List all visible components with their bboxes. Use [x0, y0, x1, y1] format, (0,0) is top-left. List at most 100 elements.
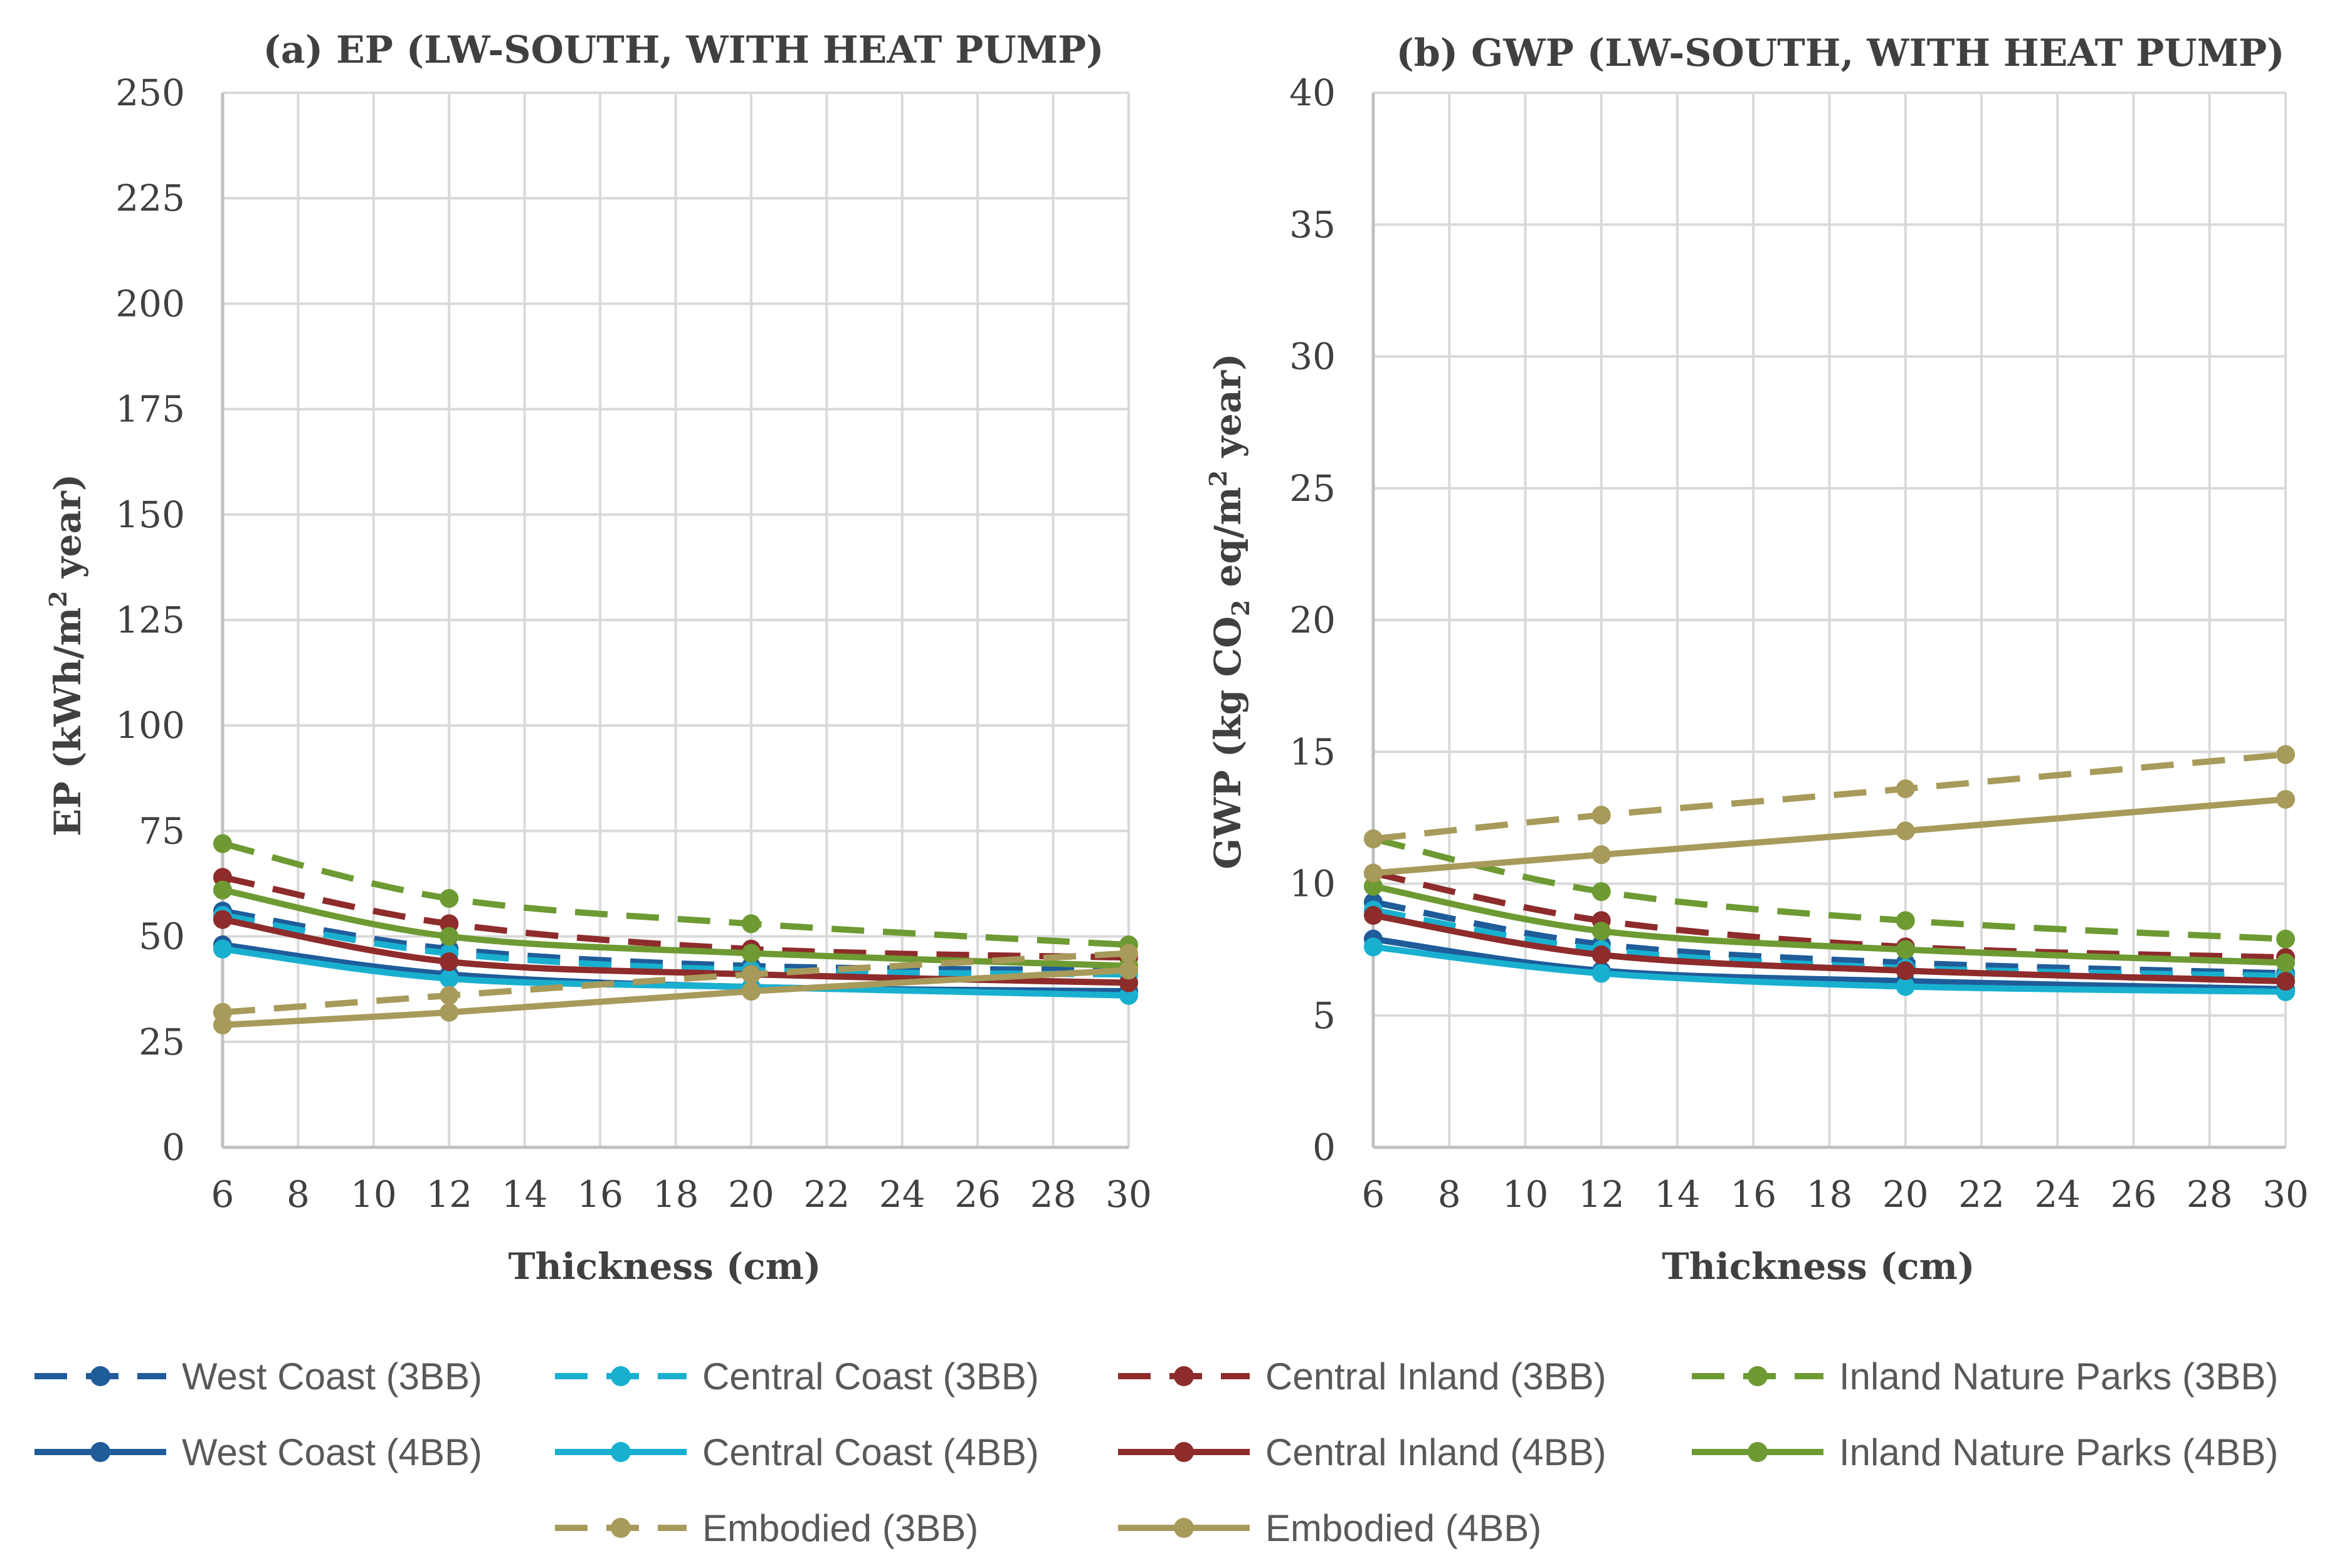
data-point — [213, 834, 232, 853]
data-point — [2276, 929, 2295, 949]
chart-gwp-grid — [1373, 92, 2287, 1147]
legend-label: Inland Nature Parks (3BB) — [1839, 1355, 2278, 1397]
x-tick-label: 30 — [2262, 1173, 2309, 1216]
chart-gwp-ylabel: GWP (kg CO2 eq/m2 year) — [1204, 353, 1255, 869]
legend-item: Embodied (3BB) — [555, 1507, 978, 1549]
legend-item: Central Inland (4BB) — [1118, 1431, 1607, 1473]
y-tick-label: 75 — [139, 809, 185, 852]
x-tick-label: 14 — [1654, 1173, 1701, 1216]
chart-gwp-ylabel-sub: 2 — [1227, 600, 1255, 616]
legend-item: Central Inland (3BB) — [1118, 1355, 1607, 1397]
data-point — [440, 927, 459, 946]
series-line — [1372, 836, 2286, 942]
series-embodied-4bb — [213, 960, 1138, 1034]
y-tick-label: 35 — [1289, 203, 1336, 246]
x-tick-label: 26 — [2111, 1173, 2157, 1216]
legend-label: Inland Nature Parks (4BB) — [1839, 1431, 2278, 1473]
legend-marker — [611, 1518, 631, 1538]
y-tick-label: 50 — [139, 915, 185, 958]
chart-ep-title: (a) EP (LW-SOUTH, WITH HEAT PUMP) — [263, 28, 1104, 72]
chart-ep-ylabel-sup: 2 — [44, 591, 72, 607]
legend-marker — [1748, 1366, 1768, 1386]
data-point — [1896, 977, 1915, 996]
data-point — [1591, 922, 1611, 941]
chart-ep-xlabel: Thickness (cm) — [508, 1245, 821, 1288]
series-line — [1373, 912, 2286, 985]
series-line — [1373, 944, 2286, 995]
x-tick-label: 8 — [1438, 1173, 1461, 1216]
y-tick-label: 5 — [1312, 994, 1336, 1037]
x-tick-label: 20 — [728, 1173, 774, 1216]
series-central-inland-4bb — [1364, 905, 2295, 991]
data-point — [213, 910, 232, 929]
legend-item: Embodied (4BB) — [1118, 1507, 1541, 1549]
x-tick-label: 12 — [426, 1173, 472, 1216]
x-tick-label: 30 — [1105, 1173, 1152, 1216]
data-point — [1364, 937, 1383, 957]
data-point — [1896, 821, 1915, 841]
series-line — [221, 887, 1129, 969]
series-line — [221, 874, 1129, 961]
chart-gwp-ylabel-sup: 2 — [1204, 470, 1232, 487]
series-line — [1373, 883, 2286, 966]
x-tick-label: 18 — [1807, 1173, 1853, 1216]
data-point — [440, 1002, 459, 1022]
legend-marker — [1174, 1518, 1194, 1538]
x-tick-label: 10 — [1502, 1173, 1549, 1216]
data-point — [1364, 829, 1383, 849]
data-point — [440, 986, 459, 1005]
x-tick-label: 12 — [1578, 1173, 1625, 1216]
x-tick-label: 22 — [803, 1173, 850, 1216]
data-point — [1896, 961, 1915, 981]
chart-gwp-axes — [1371, 93, 2286, 1149]
chart-gwp-ticks: 6 8 10 12 14 16 18 20 22 24 26 28 30 0 5 10 15 20 25 30 35 40 — [1289, 71, 2309, 1216]
data-point — [2276, 745, 2295, 764]
chart-ep-series — [213, 834, 1138, 1034]
legend-marker — [1748, 1442, 1768, 1462]
data-point — [1119, 944, 1138, 963]
x-tick-label: 28 — [1030, 1173, 1077, 1216]
legend-item: West Coast (4BB) — [34, 1431, 482, 1473]
series-embodied-4bb — [1364, 789, 2295, 883]
data-point — [2276, 953, 2295, 972]
chart-ep-axes — [221, 93, 1129, 1149]
legend-marker — [611, 1366, 631, 1386]
legend-marker — [90, 1442, 110, 1462]
data-point — [1591, 964, 1611, 983]
x-tick-label: 28 — [2187, 1173, 2233, 1216]
series-embodied-3bb — [1364, 745, 2295, 849]
series-line — [1373, 796, 2286, 876]
data-point — [741, 982, 761, 1001]
chart-ep-ticks: 6 8 10 12 14 16 18 20 22 24 26 28 30 0 25 50 75 100 125 150… — [115, 71, 1152, 1216]
chart-gwp-xlabel: Thickness (cm) — [1662, 1245, 1975, 1288]
x-tick-label: 8 — [287, 1173, 310, 1216]
chart-gwp-ylabel-main: GWP (kg CO — [1206, 616, 1249, 870]
x-tick-label: 6 — [211, 1173, 235, 1216]
series-line — [1373, 907, 2286, 979]
data-point — [1364, 863, 1383, 883]
series-line — [222, 912, 1129, 978]
legend-label: Embodied (3BB) — [702, 1507, 978, 1549]
chart-ep-ylabel-main: EP (kWh/m — [46, 608, 89, 837]
y-tick-label: 20 — [1289, 599, 1336, 641]
data-point — [213, 1015, 232, 1034]
series-line — [221, 840, 1129, 949]
series-line — [1372, 870, 2286, 961]
legend-label: West Coast (4BB) — [182, 1431, 482, 1473]
x-tick-label: 16 — [577, 1173, 623, 1216]
y-tick-label: 40 — [1289, 71, 1336, 114]
y-tick-label: 200 — [115, 282, 185, 325]
x-tick-label: 26 — [954, 1173, 1001, 1216]
series-line — [222, 908, 1129, 974]
x-tick-label: 22 — [1958, 1173, 2005, 1216]
legend-label: Central Coast (4BB) — [702, 1431, 1039, 1473]
chart-gwp-title: (b) GWP (LW-SOUTH, WITH HEAT PUMP) — [1396, 31, 2284, 75]
y-tick-label: 125 — [115, 599, 185, 641]
series-line — [1373, 899, 2286, 977]
y-tick-label: 225 — [115, 177, 185, 219]
y-tick-label: 0 — [162, 1126, 185, 1169]
y-tick-label: 25 — [139, 1021, 185, 1063]
data-point — [2276, 972, 2295, 991]
data-point — [741, 914, 761, 934]
